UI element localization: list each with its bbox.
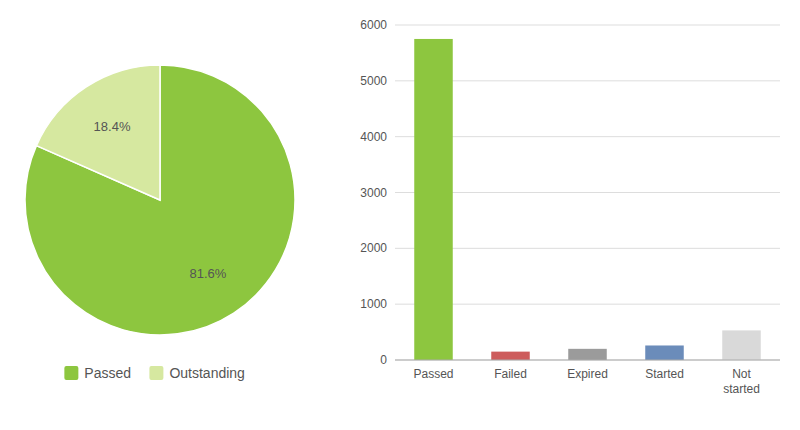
slice-label: 81.6% xyxy=(190,266,227,281)
grid-line xyxy=(395,360,780,361)
y-tick-label: 0 xyxy=(380,353,387,367)
bar-chart: 0 1000 2000 3000 4000 5000 6000 Passed Failed Exp… xyxy=(360,18,780,396)
bars xyxy=(414,39,761,360)
chart-canvas: 81.6% 18.4% Passed Outstanding 0 1000 2000 3000… xyxy=(0,0,800,430)
y-tick-label: 4000 xyxy=(360,130,387,144)
bar xyxy=(722,330,761,360)
legend-swatch xyxy=(64,366,78,380)
x-axis: Passed Failed Expired Started Notstarted xyxy=(413,367,759,396)
y-tick-label: 5000 xyxy=(360,74,387,88)
slice-label: 18.4% xyxy=(94,119,131,134)
x-tick-label: Expired xyxy=(567,367,608,381)
x-tick-label: Failed xyxy=(494,367,527,381)
bar xyxy=(568,349,607,360)
x-tick-label: Started xyxy=(645,367,684,381)
x-tick-label-line: started xyxy=(723,382,760,396)
y-tick-label: 6000 xyxy=(360,18,387,32)
legend-swatch xyxy=(149,366,163,380)
x-tick-label: Passed xyxy=(413,367,453,381)
pie-slice xyxy=(36,65,160,200)
x-tick-label-line: Started xyxy=(645,367,684,381)
pie-slice xyxy=(25,65,295,335)
x-tick-label-line: Expired xyxy=(567,367,608,381)
x-tick-label: Notstarted xyxy=(723,367,760,396)
y-tick-label: 1000 xyxy=(360,297,387,311)
x-axis-line xyxy=(395,360,780,361)
bar xyxy=(414,39,453,360)
x-tick-label-line: Not xyxy=(732,367,751,381)
legend-label: Outstanding xyxy=(169,365,245,381)
x-tick-label-line: Passed xyxy=(413,367,453,381)
bar xyxy=(491,352,530,360)
grid-line xyxy=(395,25,780,26)
background xyxy=(0,0,800,430)
x-tick-label-line: Failed xyxy=(494,367,527,381)
legend-label: Passed xyxy=(84,365,131,381)
bar xyxy=(645,345,684,360)
grid xyxy=(395,25,780,360)
pie-chart xyxy=(25,65,295,335)
y-tick-label: 3000 xyxy=(360,186,387,200)
y-axis: 0 1000 2000 3000 4000 5000 6000 xyxy=(360,18,387,367)
legend: Passed Outstanding xyxy=(64,365,245,381)
y-tick-label: 2000 xyxy=(360,241,387,255)
